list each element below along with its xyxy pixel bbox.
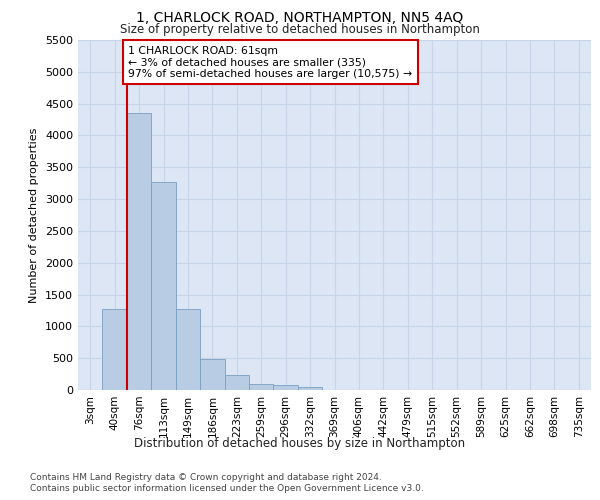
Bar — [200, 359, 224, 390]
Text: 1, CHARLOCK ROAD, NORTHAMPTON, NN5 4AQ: 1, CHARLOCK ROAD, NORTHAMPTON, NN5 4AQ — [136, 11, 464, 25]
Text: 1 CHARLOCK ROAD: 61sqm
← 3% of detached houses are smaller (335)
97% of semi-det: 1 CHARLOCK ROAD: 61sqm ← 3% of detached … — [128, 46, 412, 79]
Text: Size of property relative to detached houses in Northampton: Size of property relative to detached ho… — [120, 22, 480, 36]
Text: Contains public sector information licensed under the Open Government Licence v3: Contains public sector information licen… — [30, 484, 424, 493]
Bar — [298, 386, 322, 390]
Bar — [176, 309, 200, 390]
Bar — [274, 385, 298, 390]
Bar — [103, 309, 127, 390]
Bar — [127, 113, 151, 390]
Y-axis label: Number of detached properties: Number of detached properties — [29, 128, 40, 302]
Bar — [224, 374, 249, 390]
Bar — [249, 384, 274, 390]
Text: Distribution of detached houses by size in Northampton: Distribution of detached houses by size … — [134, 438, 466, 450]
Text: Contains HM Land Registry data © Crown copyright and database right 2024.: Contains HM Land Registry data © Crown c… — [30, 472, 382, 482]
Bar — [151, 182, 176, 390]
